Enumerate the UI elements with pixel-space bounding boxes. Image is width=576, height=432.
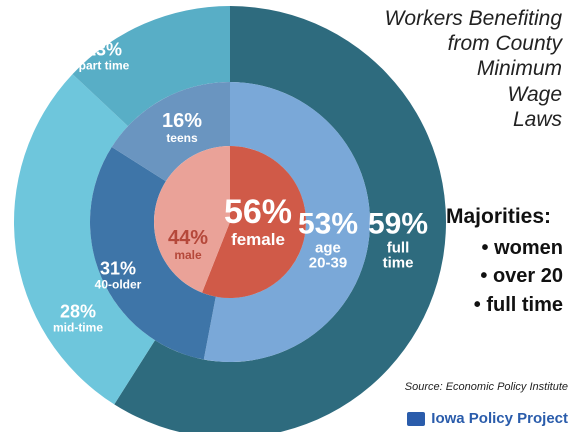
slice-label: 44% male (143, 228, 233, 262)
donut-slice (111, 82, 230, 182)
value-label: 31% (99, 258, 137, 279)
title-line: Minimum (476, 57, 562, 81)
value-label: 44% (167, 227, 209, 250)
value-label: 16% (161, 110, 203, 133)
logo-text: Iowa Policy Project (431, 410, 568, 427)
annotation-bullet: • full time (473, 293, 563, 316)
logo-icon (407, 411, 426, 426)
donut-slice (72, 6, 230, 127)
value-label: 28% (59, 301, 97, 322)
category-label: female (231, 229, 285, 249)
value-label: 59% (367, 207, 429, 241)
title-line: Wage (507, 82, 562, 106)
annotation-bullet: • over 20 (480, 265, 563, 288)
category-label: male (174, 248, 202, 263)
value-label: 56% (223, 193, 293, 232)
slice-label: 16% teens (137, 111, 227, 145)
slice-label: 31% 40-older (73, 259, 163, 290)
category-label: full time (382, 239, 414, 272)
annotation-heading: Majorities: (446, 205, 552, 228)
value-label: 53% (297, 207, 359, 241)
chart-title: Workers Benefiting from County Minimum Wage… (342, 6, 562, 132)
value-label: 13% (85, 39, 123, 60)
logo: Iowa Policy Project (407, 410, 568, 427)
slice-label: 53% age 20-39 (297, 207, 359, 272)
donut-slice (153, 146, 230, 293)
category-label: 40-older (94, 277, 142, 292)
slice-label: 56% female (213, 195, 303, 249)
category-label: part time (78, 58, 130, 73)
title-line: Laws (512, 107, 562, 131)
annotations: Majorities: • women • over 20 • full time (446, 202, 571, 319)
slice-label: 13% part time (59, 40, 149, 71)
source: Source: Economic Policy Institute (404, 381, 568, 393)
donut-slice (203, 82, 371, 362)
slice-label: 28% mid-time (33, 302, 123, 333)
donut-slice (14, 74, 155, 405)
donut-slice (90, 146, 216, 360)
title-line: from County (447, 32, 562, 56)
slice-label: 59% full time (367, 207, 429, 272)
donut-slice (202, 146, 306, 298)
title-line: Workers Benefiting (384, 7, 562, 30)
category-label: age 20-39 (308, 239, 348, 272)
donut-slice (114, 6, 446, 432)
category-label: mid-time (52, 320, 103, 335)
category-label: teens (166, 131, 198, 146)
annotation-bullet: • women (481, 236, 563, 259)
